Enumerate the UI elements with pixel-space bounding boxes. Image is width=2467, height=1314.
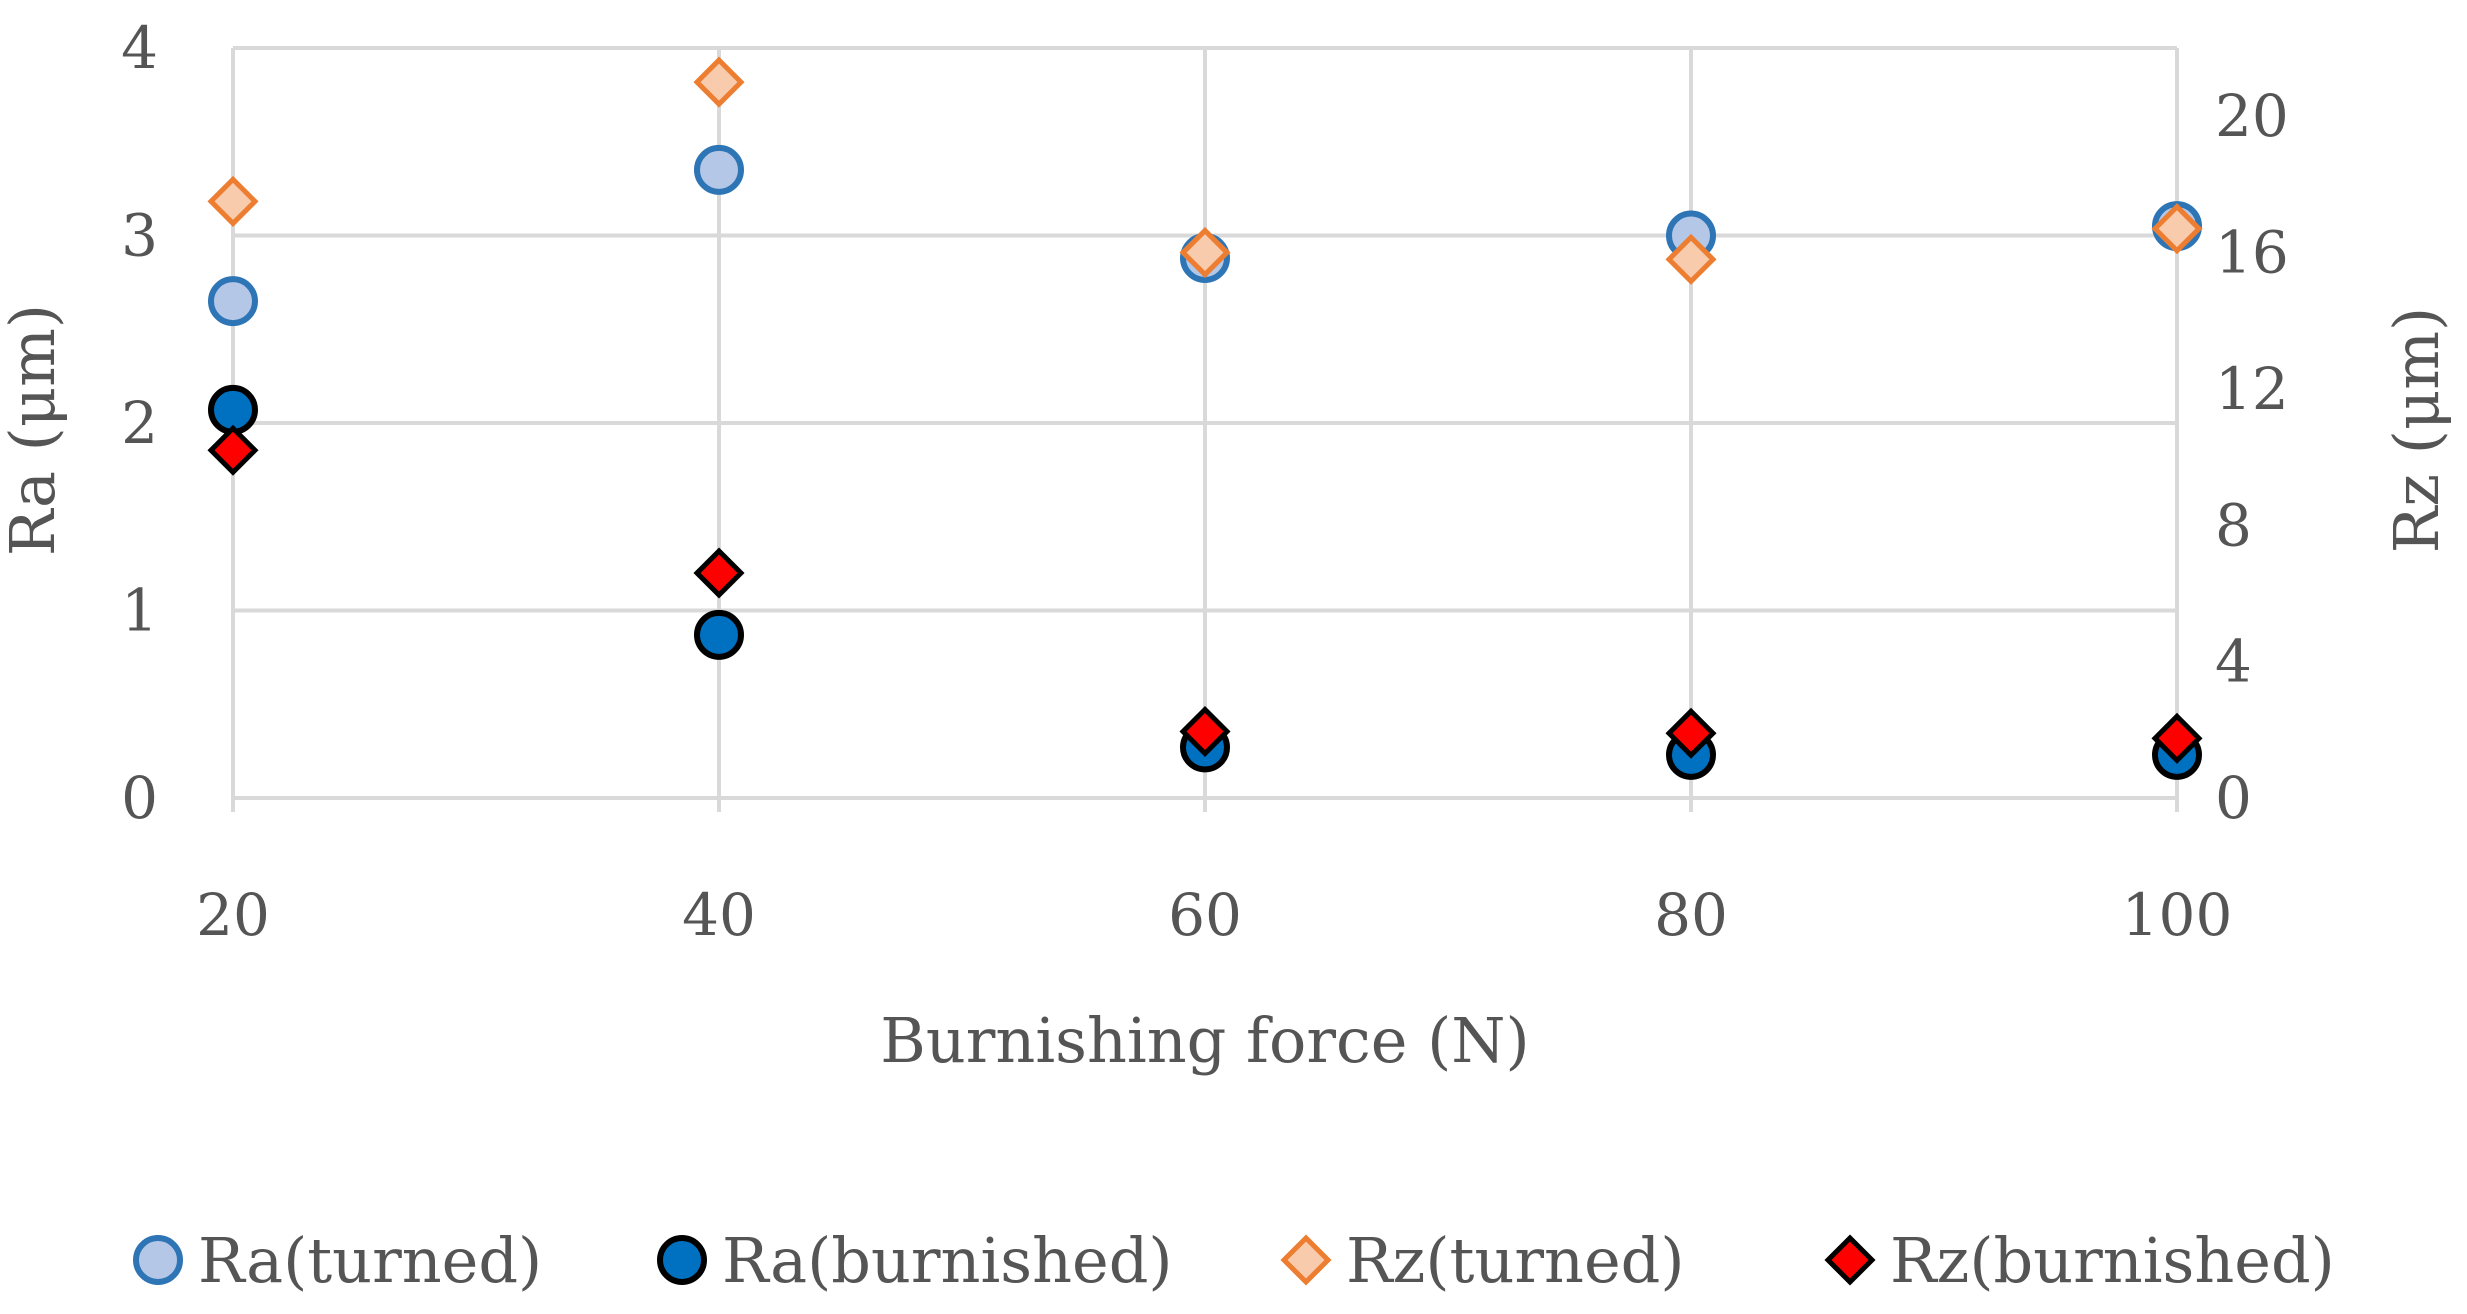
y-tick-label: 0 <box>121 764 158 832</box>
y-tick-labels: 0 1 2 3 4 <box>121 14 158 832</box>
x-tick-label: 60 <box>1168 881 1242 949</box>
ra-burnished-point <box>694 609 744 660</box>
ra-turned-point <box>208 276 258 327</box>
legend: Ra(turned) Ra(burnished) Rz(turned) Rz(burn… <box>133 1224 2335 1297</box>
rz-turned-point <box>2151 203 2203 255</box>
rz-turned-point <box>1665 233 1717 285</box>
y-tick-label: 4 <box>121 14 158 82</box>
y-tick-label: 1 <box>121 577 158 645</box>
y2-tick-label: 12 <box>2215 355 2289 423</box>
y-tick-label: 2 <box>121 389 158 457</box>
y2-tick-label: 20 <box>2215 82 2289 150</box>
data-markers <box>207 56 2203 780</box>
y2-tick-label: 8 <box>2215 491 2252 559</box>
rz-burnished-point <box>207 424 259 476</box>
y2-tick-label: 4 <box>2215 628 2252 696</box>
rz-turned-point <box>207 175 259 227</box>
y2-tick-label: 16 <box>2215 219 2289 287</box>
y2-tick-label: 0 <box>2215 764 2252 832</box>
y-axis-title: Ra (μm) <box>0 304 69 556</box>
legend-rz-burnished-marker <box>1824 1234 1876 1286</box>
y2-axis-title: Rz (μm) <box>2380 307 2453 554</box>
legend-rz-turned-label: Rz(turned) <box>1346 1224 1685 1297</box>
rz-turned-point <box>693 56 745 108</box>
legend-rz-turned-marker <box>1280 1234 1332 1286</box>
rz-burnished-point <box>2151 712 2203 764</box>
legend-ra-burnished-label: Ra(burnished) <box>722 1224 1173 1297</box>
x-axis-title: Burnishing force (N) <box>880 1004 1529 1077</box>
x-tick-label: 80 <box>1654 881 1728 949</box>
x-tick-labels: 20 40 60 80 100 <box>196 881 2232 949</box>
rz-burnished-point <box>1179 705 1231 758</box>
ra-turned-point <box>694 144 744 195</box>
legend-rz-burnished-label: Rz(burnished) <box>1890 1224 2335 1297</box>
x-tick-label: 40 <box>682 881 756 949</box>
y2-tick-labels: 0 4 8 12 16 20 <box>2215 82 2289 832</box>
legend-ra-turned-label: Ra(turned) <box>198 1224 542 1297</box>
rz-burnished-point <box>1665 707 1717 759</box>
x-tick-label: 20 <box>196 881 270 949</box>
legend-ra-burnished-marker <box>657 1235 707 1285</box>
rz-burnished-point <box>693 547 745 599</box>
legend-ra-turned-marker <box>133 1235 183 1285</box>
x-tick-label: 100 <box>2122 881 2233 949</box>
rz-turned-point <box>1179 227 1231 279</box>
grid <box>231 46 2179 812</box>
y-tick-label: 3 <box>121 202 158 270</box>
